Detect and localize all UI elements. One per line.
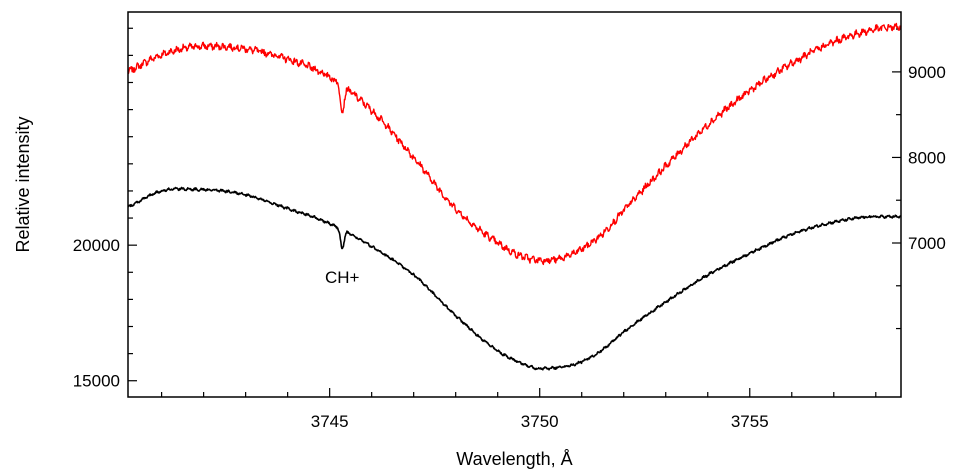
x-tick-label: 3745 xyxy=(311,412,349,431)
series-line-red xyxy=(127,22,902,266)
plot-frame xyxy=(127,11,902,398)
plot-area xyxy=(127,22,902,371)
right-tick-label: 8000 xyxy=(908,148,946,167)
annotation-chplus: CH+ xyxy=(325,268,360,287)
tick-label-group: 3745 3750 3755 15000 20000 7000 8000 9000 xyxy=(73,63,946,431)
x-axis-title: Wavelength, Å xyxy=(456,449,572,469)
y-axis-title: Relative intensity xyxy=(13,116,33,252)
right-tick-label: 7000 xyxy=(908,234,946,253)
x-tick-label: 3750 xyxy=(521,412,559,431)
right-tick-label: 9000 xyxy=(908,63,946,82)
left-tick-label: 20000 xyxy=(73,236,120,255)
left-tick-label: 15000 xyxy=(73,372,120,391)
series-line-black xyxy=(127,186,902,371)
x-tick-label: 3755 xyxy=(731,412,769,431)
tick-group xyxy=(128,27,901,397)
